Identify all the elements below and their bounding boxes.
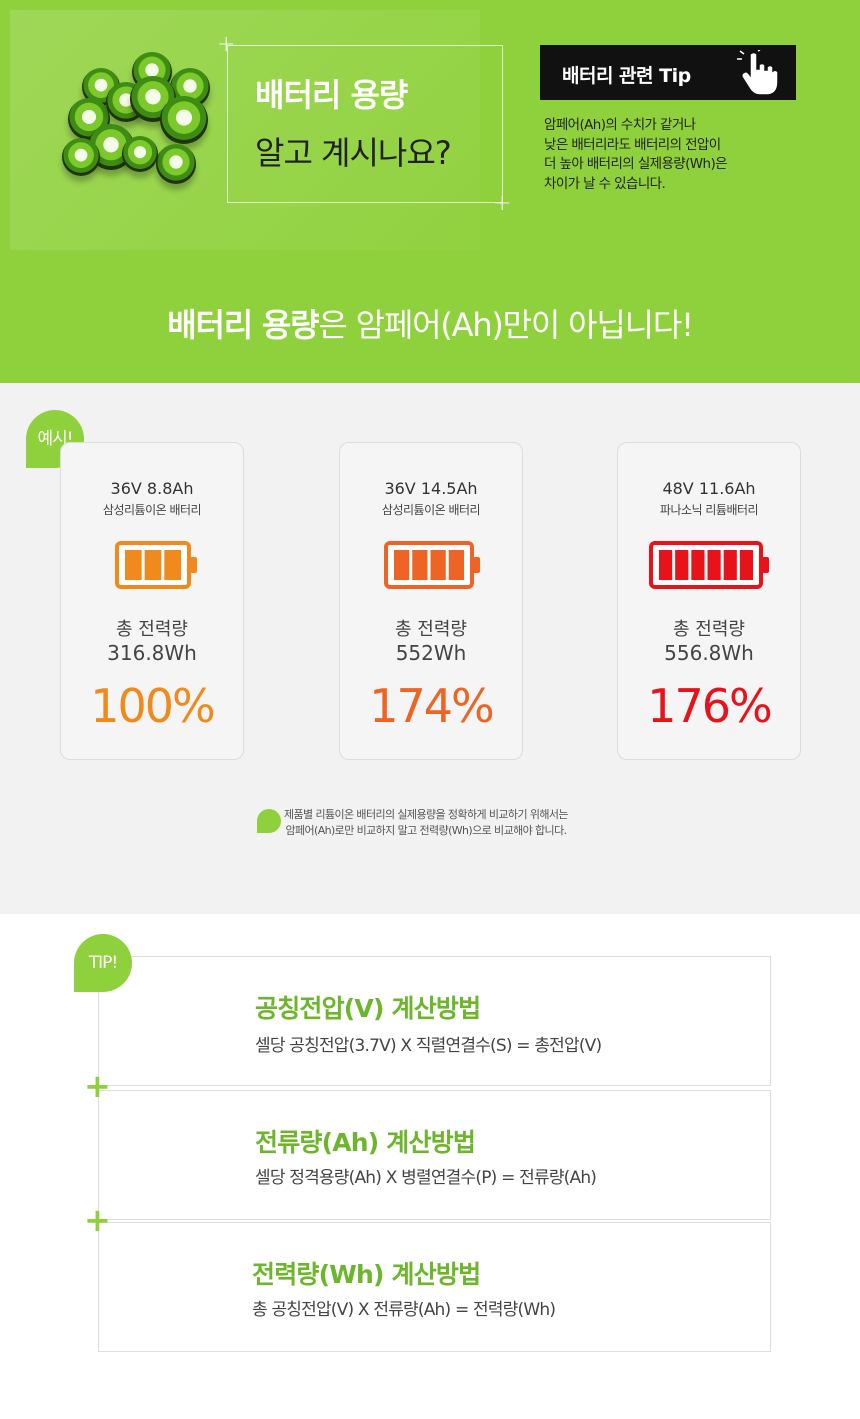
capacity-percent: 100% xyxy=(90,679,216,733)
battery-tip-label: 배터리 관련 Tip xyxy=(562,65,691,87)
subtitle-rest: 은 암페어(Ah)만이 아닙니다! xyxy=(318,306,694,344)
total-energy-value: 316.8Wh xyxy=(107,641,197,665)
tip-formula: 셀당 정격용량(Ah) X 병렬연결수(P) = 전류량(Ah) xyxy=(255,1168,597,1188)
tip-formula: 셀당 공칭전압(3.7V) X 직렬연결수(S) = 총전압(V) xyxy=(255,1036,602,1056)
total-energy-label: 총 전력량 xyxy=(116,619,188,640)
capacity-percent: 174% xyxy=(369,679,495,733)
battery-level-bar xyxy=(448,550,464,580)
battery-level-bar xyxy=(707,550,721,580)
battery-level-icon xyxy=(384,541,480,589)
battery-type: 삼성리튬이온 배터리 xyxy=(102,503,202,517)
tip-box-current: 전류량(Ah) 계산방법 셀당 정격용량(Ah) X 병렬연결수(P) = 전류… xyxy=(98,1090,771,1220)
note-line: 암페어(Ah)로만 비교하지 말고 전력량(Wh)으로 비교해야 합니다. xyxy=(285,824,567,837)
hero-title-line1: 배터리 용량 xyxy=(255,76,408,114)
battery-tip-text: 암페어(Ah)의 수치가 같거나 낮은 배터리라도 배터리의 전압이 더 높아 … xyxy=(544,116,794,194)
total-energy-value: 552Wh xyxy=(395,641,467,665)
tip-line: 더 높아 배터리의 실제용량(Wh)은 xyxy=(544,156,728,172)
battery-level-bar xyxy=(739,550,753,580)
tip-line: 낮은 배터리라도 배터리의 전압이 xyxy=(544,136,721,153)
battery-type: 파나소닉 리튬배터리 xyxy=(659,503,759,517)
pointing-hand-icon xyxy=(737,50,778,96)
battery-level-icon xyxy=(115,541,197,589)
capacity-percent: 176% xyxy=(647,679,773,733)
tip-line: 암페어(Ah)의 수치가 같거나 xyxy=(544,117,696,133)
tip-formula: 총 공칭전압(V) X 전류량(Ah) = 전력량(Wh) xyxy=(252,1300,556,1320)
battery-level-bar xyxy=(659,550,673,580)
plus-icon: + xyxy=(84,1067,111,1105)
tip-heading: 전력량(Wh) 계산방법 xyxy=(252,1260,481,1289)
battery-level-bar xyxy=(164,550,181,580)
example-section: 예시! 36V 8.8Ah 삼성리튬이온 배터리 총 전력량 316.8Wh 1… xyxy=(0,383,860,914)
battery-card: 36V 14.5Ah 삼성리튬이온 배터리 총 전력량 552Wh 174% xyxy=(339,442,523,760)
battery-level-bar xyxy=(430,550,446,580)
tip-box-energy: 전력량(Wh) 계산방법 총 공칭전압(V) X 전류량(Ah) = 전력량(W… xyxy=(98,1222,771,1352)
tip-box-voltage: 공칭전압(V) 계산방법 셀당 공칭전압(3.7V) X 직렬연결수(S) = … xyxy=(98,956,771,1086)
tip-heading: 공칭전압(V) 계산방법 xyxy=(255,994,481,1023)
tip-badge: TIP! xyxy=(74,934,132,992)
total-energy-value: 556.8Wh xyxy=(664,641,754,665)
battery-cell xyxy=(122,136,158,172)
battery-level-bar xyxy=(394,550,410,580)
battery-cell xyxy=(62,138,100,176)
battery-level-bar xyxy=(125,550,142,580)
battery-spec: 36V 8.8Ah xyxy=(110,479,194,498)
hero-subtitle: 배터리 용량은 암페어(Ah)만이 아닙니다! xyxy=(0,300,860,346)
battery-level-bar xyxy=(144,550,162,580)
note-bubble-icon xyxy=(257,809,281,833)
total-energy-label: 총 전력량 xyxy=(673,619,745,640)
battery-level-bar xyxy=(675,550,689,580)
battery-spec: 48V 11.6Ah xyxy=(662,479,756,498)
battery-level-bar xyxy=(691,550,705,580)
hero-title-line2: 알고 계시나요? xyxy=(255,134,452,172)
battery-tip-button[interactable]: 배터리 관련 Tip xyxy=(540,45,796,100)
hero-banner: + + 배터리 용량 알고 계시나요? 배터리 관련 Tip 암페어(Ah)의 … xyxy=(0,0,860,383)
total-energy-label: 총 전력량 xyxy=(395,619,467,640)
battery-terminal xyxy=(473,557,480,573)
tip-line: 차이가 날 수 있습니다. xyxy=(544,175,666,192)
comparison-note: 제품별 리튬이온 배터리의 실제용량을 정확하게 비교하기 위해서는 암페어(A… xyxy=(284,807,569,839)
plus-icon: + xyxy=(493,191,512,216)
battery-card: 36V 8.8Ah 삼성리튬이온 배터리 총 전력량 316.8Wh 100% xyxy=(60,442,244,760)
battery-cluster-image xyxy=(60,48,220,198)
plus-icon: + xyxy=(217,32,236,57)
tips-section: 공칭전압(V) 계산방법 셀당 공칭전압(3.7V) X 직렬연결수(S) = … xyxy=(0,914,860,1419)
title-frame xyxy=(227,45,503,203)
plus-icon: + xyxy=(84,1201,111,1239)
battery-type: 삼성리튬이온 배터리 xyxy=(381,503,481,517)
battery-spec: 36V 14.5Ah xyxy=(384,479,478,498)
battery-terminal xyxy=(762,557,769,573)
note-line: 제품별 리튬이온 배터리의 실제용량을 정확하게 비교하기 위해서는 xyxy=(284,808,569,821)
battery-level-icon xyxy=(649,541,769,589)
battery-cell xyxy=(156,144,196,184)
battery-level-bar xyxy=(412,550,428,580)
subtitle-bold: 배터리 용량 xyxy=(167,306,319,344)
battery-terminal xyxy=(190,557,197,573)
battery-cell xyxy=(160,96,208,144)
battery-card: 48V 11.6Ah 파나소닉 리튬배터리 총 전력량 556.8Wh 176% xyxy=(617,442,801,760)
tip-heading: 전류량(Ah) 계산방법 xyxy=(255,1128,476,1157)
battery-level-bar xyxy=(723,550,737,580)
